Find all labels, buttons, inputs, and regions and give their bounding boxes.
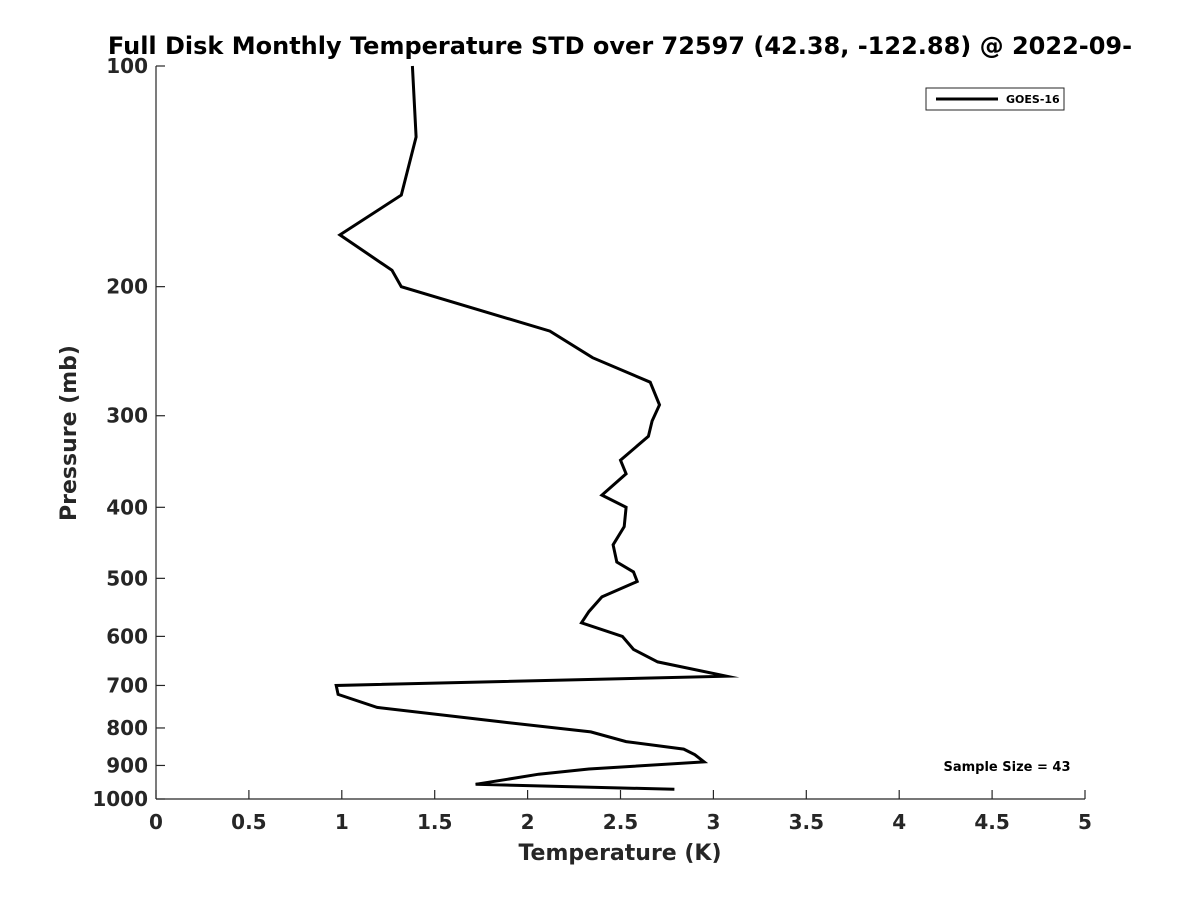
chart-title: Full Disk Monthly Temperature STD over 7…	[108, 32, 1132, 60]
sample-size-annotation: Sample Size = 43	[943, 760, 1070, 775]
y-tick-label: 900	[106, 753, 148, 777]
x-tick-label: 3	[706, 810, 720, 834]
x-tick-label: 4.5	[974, 810, 1009, 834]
x-tick-label: 3.5	[789, 810, 824, 834]
y-axis-ticks: 100 200 300 400 500 600 700 800 900 1000	[92, 54, 165, 811]
x-tick-label: 2.5	[603, 810, 638, 834]
y-tick-label: 800	[106, 716, 148, 740]
y-tick-label: 500	[106, 566, 148, 590]
x-axis-label: Temperature (K)	[518, 841, 721, 866]
x-tick-label: 0.5	[231, 810, 266, 834]
y-tick-label: 400	[106, 495, 148, 519]
x-tick-label: 1.5	[417, 810, 452, 834]
y-tick-label: 300	[106, 404, 148, 428]
series-line-goes-16	[334, 65, 740, 791]
y-tick-label: 600	[106, 624, 148, 648]
legend: GOES-16	[925, 87, 1065, 111]
y-tick-label: 100	[106, 54, 148, 78]
legend-label-goes-16: GOES-16	[1006, 93, 1060, 106]
y-tick-label: 200	[106, 275, 148, 299]
y-axis-label: Pressure (mb)	[57, 345, 82, 521]
y-tick-label: 700	[106, 673, 148, 697]
x-tick-label: 0	[149, 810, 163, 834]
x-axis-ticks: 0 0.5 1 1.5 2 2.5 3 3.5 4 4.5 5	[149, 790, 1092, 834]
x-tick-label: 2	[521, 810, 535, 834]
x-tick-label: 1	[335, 810, 349, 834]
x-tick-label: 5	[1078, 810, 1092, 834]
series-group	[334, 65, 740, 791]
y-tick-label: 1000	[92, 787, 148, 811]
x-tick-label: 4	[892, 810, 906, 834]
